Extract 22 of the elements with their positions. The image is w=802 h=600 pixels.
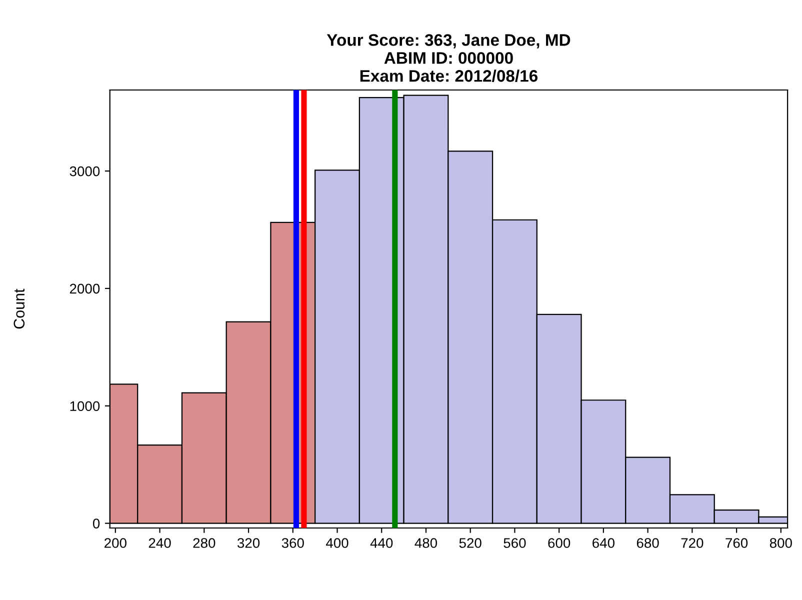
x-tick-label: 440 [370, 538, 393, 548]
x-tick-label: 280 [193, 538, 216, 548]
x-tick-label: 360 [282, 538, 304, 548]
x-tick-label: 640 [592, 538, 614, 548]
x-tick-label: 600 [548, 538, 570, 548]
y-tick-label: 2000 [70, 284, 100, 294]
x-tick-label: 320 [237, 538, 260, 548]
y-tick-label: 3000 [70, 166, 100, 176]
x-tick-label: 560 [504, 538, 526, 548]
chart-title: Your Score: 363, Jane Doe, MD ABIM ID: 000000 Exam Date: 2012/08/16 [326, 34, 570, 82]
x-tick-label: 520 [459, 538, 482, 548]
x-tick-label: 720 [681, 538, 704, 548]
y-tick-label: 0 [92, 518, 100, 528]
x-tick-label: 240 [148, 538, 171, 548]
x-tick-label: 760 [726, 538, 748, 548]
y-tick-label: 1000 [70, 401, 100, 412]
x-tick-label: 680 [636, 538, 659, 548]
y-axis-title: Count [14, 288, 25, 329]
x-tick-label: 480 [414, 538, 438, 548]
x-tick-label: 800 [770, 538, 792, 548]
x-tick-label: 400 [326, 538, 348, 548]
x-tick-label: 200 [104, 538, 126, 548]
